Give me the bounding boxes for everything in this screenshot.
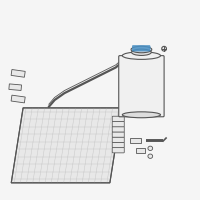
FancyBboxPatch shape	[112, 137, 124, 142]
Polygon shape	[11, 95, 25, 103]
Ellipse shape	[132, 49, 151, 55]
FancyBboxPatch shape	[119, 56, 164, 117]
Ellipse shape	[148, 146, 153, 150]
Polygon shape	[11, 108, 122, 183]
FancyBboxPatch shape	[112, 121, 124, 127]
Polygon shape	[130, 138, 141, 143]
FancyBboxPatch shape	[112, 116, 124, 122]
FancyBboxPatch shape	[112, 142, 124, 148]
FancyBboxPatch shape	[112, 132, 124, 137]
FancyBboxPatch shape	[112, 148, 124, 153]
Polygon shape	[136, 148, 145, 153]
Ellipse shape	[148, 154, 153, 158]
FancyBboxPatch shape	[112, 127, 124, 132]
Ellipse shape	[122, 52, 161, 59]
Polygon shape	[9, 84, 22, 90]
Ellipse shape	[122, 112, 161, 118]
FancyBboxPatch shape	[132, 46, 150, 51]
Polygon shape	[11, 70, 25, 77]
Ellipse shape	[162, 46, 166, 51]
